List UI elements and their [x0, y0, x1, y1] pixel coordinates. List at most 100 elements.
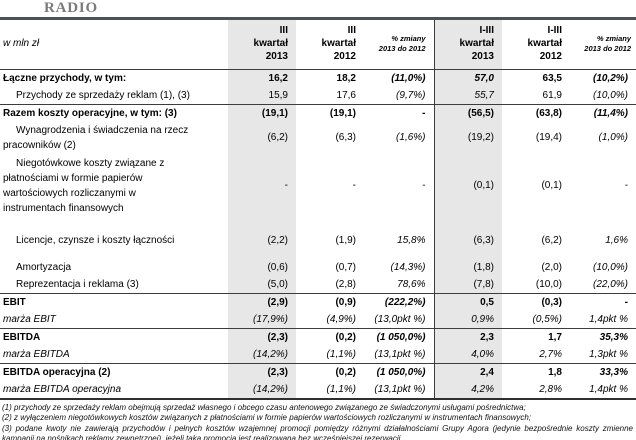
- cell-value: 18,2: [336, 72, 356, 84]
- row-representation-advertising: Reprezentacja i reklama (3) (5,0) (2,8) …: [0, 275, 636, 293]
- section-title: RADIO: [44, 0, 99, 16]
- row-label: marża EBIT: [3, 313, 56, 325]
- row-operating-costs: Razem koszty operacyjne, w tym: (3) (19,…: [0, 104, 636, 122]
- cell-value: (10,2%): [592, 72, 628, 84]
- row-ebitda-margin: marża EBITDA (14,2%) (1,1%) (13,1pkt %) …: [0, 345, 636, 363]
- cell-value: 0,5: [433, 293, 502, 311]
- cell-value: (56,5): [433, 104, 502, 122]
- row-label: EBIT: [3, 296, 26, 308]
- cell-value: (13,1pkt %): [374, 348, 426, 360]
- cell-value: 2,4: [433, 363, 502, 381]
- cell-value: 17,6: [336, 89, 356, 101]
- cell-value: -: [352, 180, 356, 191]
- unit-label: w mln zł: [3, 38, 40, 50]
- cell-value: (14,2%): [228, 345, 296, 363]
- table-header-row: w mln zł III kwartał 2013 III kwartał 20…: [0, 20, 636, 69]
- row-label: EBITDA: [3, 331, 41, 343]
- cell-value: (22,0%): [592, 278, 628, 290]
- col-header-q3-2012: III kwartał 2012: [321, 25, 356, 63]
- cell-value: (14,3%): [390, 261, 426, 273]
- cell-value: 35,3%: [599, 331, 628, 343]
- cell-value: 2,8%: [539, 383, 562, 395]
- cell-value: 61,9: [542, 89, 562, 101]
- row-depreciation: Amortyzacja (0,6) (0,7) (14,3%) (1,8) (2…: [0, 254, 636, 276]
- row-label: Łączne przychody, w tym:: [3, 72, 127, 84]
- row-licenses-rents: Licencje, czynsze i koszty łączności (2,…: [0, 225, 636, 255]
- row-label: EBITDA operacyjna (2): [3, 366, 111, 378]
- col-header-q3-change: % zmiany 2013 do 2012: [378, 34, 426, 53]
- cell-value: (2,9): [228, 293, 296, 311]
- cell-value: (19,1): [329, 107, 356, 119]
- cell-value: (1,0%): [598, 132, 628, 143]
- cell-value: 63,5: [542, 72, 562, 84]
- cell-value: -: [624, 296, 628, 308]
- cell-value: (0,2): [335, 331, 356, 343]
- cell-value: 1,4pkt %: [589, 313, 628, 325]
- cell-value: 4,0%: [433, 345, 502, 363]
- cell-value: (0,1): [433, 153, 502, 226]
- cell-value: 15,9: [228, 86, 296, 104]
- cell-value: (19,1): [228, 104, 296, 122]
- cell-value: (222,2%): [384, 296, 426, 308]
- cell-value: (13,0pkt %): [374, 313, 426, 325]
- cell-value: (0,2): [335, 366, 356, 378]
- cell-value: 1,8: [548, 366, 562, 378]
- cell-value: 1,7: [548, 331, 562, 343]
- cell-value: (5,0): [228, 275, 296, 293]
- row-label: marża EBITDA: [3, 348, 70, 360]
- cell-value: (2,3): [228, 328, 296, 346]
- cell-value: (6,3): [335, 132, 356, 143]
- footnote-1: (1) przychody ze sprzedaży reklam obejmu…: [2, 402, 526, 412]
- cell-value: 57,0: [433, 69, 502, 87]
- cell-value: (6,2): [228, 121, 296, 154]
- cell-value: (1,8): [433, 254, 502, 276]
- cell-value: (1,9): [335, 234, 356, 246]
- cell-value: (2,3): [228, 363, 296, 381]
- cell-value: -: [624, 180, 628, 191]
- row-label: marża EBITDA operacyjna: [3, 383, 122, 395]
- col-header-ytd-2012: I-III kwartał 2012: [527, 25, 562, 63]
- cell-value: -: [422, 180, 426, 191]
- col-header-ytd-2013: I-III kwartał 2013: [433, 20, 502, 69]
- cell-value: 15,8%: [397, 234, 426, 246]
- cell-value: 78,6%: [397, 278, 426, 290]
- cell-value: 1,3pkt %: [589, 348, 628, 360]
- cell-value: (0,7): [335, 261, 356, 273]
- cell-value: 55,7: [433, 86, 502, 104]
- cell-value: (17,9%): [228, 310, 296, 328]
- cell-value: (1 050,0%): [376, 366, 426, 378]
- cell-value: 0,9%: [433, 310, 502, 328]
- cell-value: 2,3: [433, 328, 502, 346]
- cell-value: (9,7%): [396, 89, 426, 101]
- cell-value: (1,1%): [326, 383, 356, 395]
- cell-value: 16,2: [228, 69, 296, 87]
- cell-value: -: [422, 107, 426, 119]
- row-ebit: EBIT (2,9) (0,9) (222,2%) 0,5 (0,3) -: [0, 293, 636, 311]
- cell-value: (10,0): [535, 278, 562, 290]
- footnote-3: (3) podane kwoty nie zawierają przychodó…: [2, 423, 633, 440]
- row-label: Wynagrodzenia i świadczenia na rzecz pra…: [3, 124, 189, 151]
- row-ad-sales-revenues: Przychody ze sprzedaży reklam (1), (3) 1…: [0, 86, 636, 104]
- cell-value: 1,6%: [605, 234, 628, 246]
- row-ebitda: EBITDA (2,3) (0,2) (1 050,0%) 2,3 1,7 35…: [0, 328, 636, 346]
- cell-value: (0,9): [335, 296, 356, 308]
- cell-value: (14,2%): [228, 380, 296, 399]
- financial-table: w mln zł III kwartał 2013 III kwartał 20…: [0, 20, 636, 400]
- cell-value: (1,1%): [326, 348, 356, 360]
- cell-value: (6,3): [433, 225, 502, 255]
- cell-value: (11,4%): [593, 107, 628, 119]
- row-noncash-costs: Niegotówkowe koszty związane z płatności…: [0, 153, 636, 226]
- row-label: Przychody ze sprzedaży reklam (1), (3): [16, 89, 190, 101]
- cell-value: (0,3): [541, 296, 562, 308]
- cell-value: 4,2%: [433, 380, 502, 399]
- cell-value: (0,5%): [532, 313, 562, 325]
- row-label: Reprezentacja i reklama (3): [16, 278, 139, 290]
- row-operating-ebitda-margin: marża EBITDA operacyjna (14,2%) (1,1%) (…: [0, 380, 636, 399]
- title-rule: [0, 17, 636, 20]
- footnotes: (1) przychody ze sprzedaży reklam obejmu…: [0, 400, 636, 440]
- cell-value: 33,3%: [599, 366, 628, 378]
- row-operating-ebitda: EBITDA operacyjna (2) (2,3) (0,2) (1 050…: [0, 363, 636, 381]
- row-label: Amortyzacja: [16, 261, 72, 273]
- cell-value: 1,4pkt %: [589, 383, 628, 395]
